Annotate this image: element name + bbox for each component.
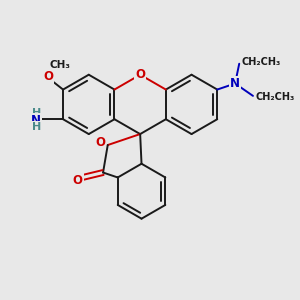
Text: H: H xyxy=(32,122,41,132)
Text: O: O xyxy=(73,174,82,187)
Text: O: O xyxy=(95,136,105,149)
Text: O: O xyxy=(135,68,145,81)
Text: N: N xyxy=(31,114,41,127)
Text: H: H xyxy=(32,108,41,118)
Text: CH₂CH₃: CH₂CH₃ xyxy=(255,92,294,102)
Text: O: O xyxy=(44,70,53,83)
Text: CH₂CH₃: CH₂CH₃ xyxy=(242,57,281,68)
Text: N: N xyxy=(230,77,240,90)
Text: CH₃: CH₃ xyxy=(50,60,71,70)
